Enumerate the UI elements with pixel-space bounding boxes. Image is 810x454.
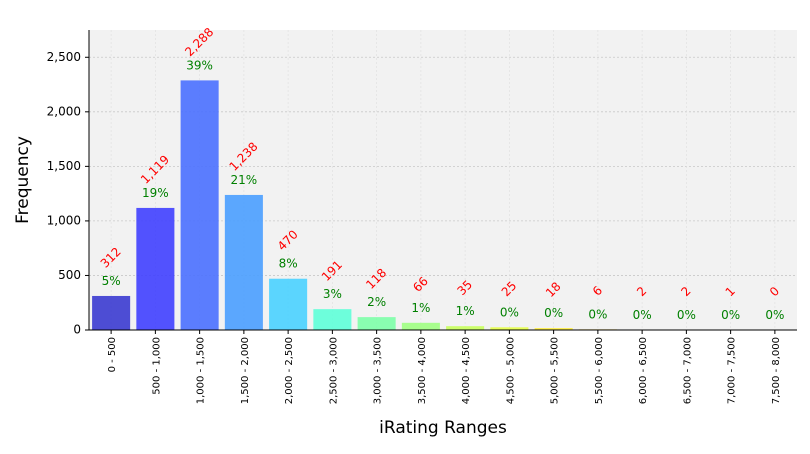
- x-tick-label: 2,500 - 3,000: [328, 337, 339, 404]
- percent-label: 1%: [456, 304, 475, 318]
- x-tick-label: 5,000 - 5,500: [550, 337, 561, 404]
- x-tick-label: 1,500 - 2,000: [240, 337, 251, 404]
- y-axis-label: Frequency: [13, 136, 33, 224]
- x-axis-label: iRating Ranges: [379, 418, 507, 438]
- percent-label: 3%: [323, 287, 342, 301]
- x-tick-label: 0 - 500: [107, 337, 118, 372]
- x-tick-label: 7,500 - 8,000: [771, 337, 782, 404]
- bar: [92, 296, 130, 330]
- x-tick-label: 3,000 - 3,500: [373, 337, 384, 404]
- percent-label: 0%: [500, 305, 519, 319]
- percent-label: 8%: [279, 257, 298, 271]
- percent-label: 2%: [367, 295, 386, 309]
- bar: [225, 195, 263, 330]
- percent-label: 0%: [588, 307, 607, 321]
- y-ticks: 0 500 1,000 1,500 2,000 2,500: [47, 50, 89, 337]
- y-tick-label: 1,500: [47, 159, 81, 173]
- x-tick-label: 5,500 - 6,000: [594, 337, 605, 404]
- x-tick-label: 6,000 - 6,500: [638, 337, 649, 404]
- y-tick-label: 2,500: [47, 50, 81, 64]
- bar: [446, 326, 484, 330]
- percent-label: 0%: [677, 308, 696, 322]
- y-tick-label: 1,000: [47, 213, 81, 227]
- percent-label: 1%: [411, 301, 430, 315]
- percent-label: 39%: [186, 58, 213, 72]
- bar: [402, 323, 440, 330]
- x-tick-label: 6,500 - 7,000: [682, 337, 693, 404]
- percent-label: 0%: [765, 308, 784, 322]
- x-tick-label: 1,000 - 1,500: [196, 337, 207, 404]
- x-ticks: 0 - 500 500 - 1,000 1,000 - 1,500 1,500 - 2…: [107, 330, 782, 404]
- x-tick-label: 7,000 - 7,500: [727, 337, 738, 404]
- percent-label: 0%: [721, 308, 740, 322]
- x-tick-label: 3,500 - 4,000: [417, 337, 428, 404]
- x-tick-label: 2,000 - 2,500: [284, 337, 295, 404]
- percent-label: 19%: [142, 186, 169, 200]
- bar: [313, 309, 351, 330]
- bar: [358, 317, 396, 330]
- x-tick-label: 4,000 - 4,500: [461, 337, 472, 404]
- y-tick-label: 0: [73, 323, 81, 337]
- percent-label: 21%: [231, 173, 258, 187]
- percent-label: 0%: [633, 308, 652, 322]
- y-tick-label: 2,000: [47, 104, 81, 118]
- bar: [181, 80, 219, 330]
- x-tick-label: 500 - 1,000: [151, 337, 162, 395]
- bar: [136, 208, 174, 330]
- percent-label: 0%: [544, 306, 563, 320]
- percent-label: 5%: [102, 274, 121, 288]
- bar: [269, 279, 307, 330]
- x-tick-label: 4,500 - 5,000: [505, 337, 516, 404]
- y-tick-label: 500: [58, 268, 81, 282]
